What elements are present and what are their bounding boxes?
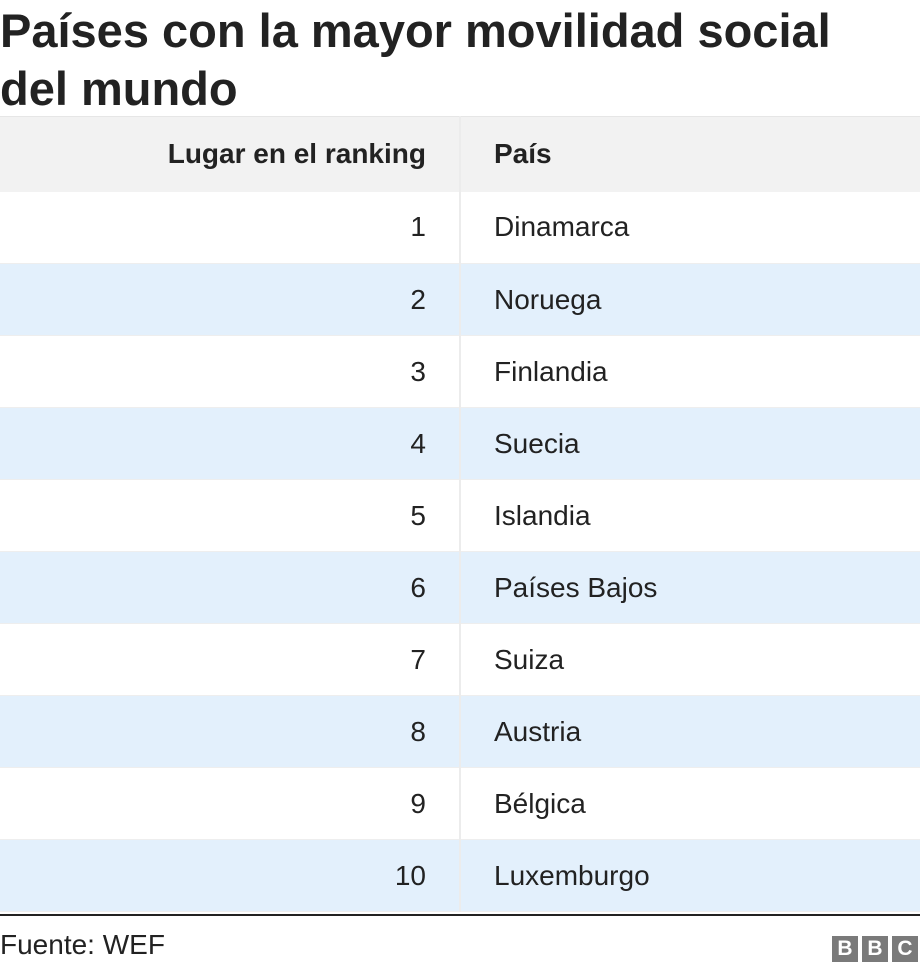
bbc-logo-letter: C	[892, 936, 918, 962]
rank-cell: 4	[0, 407, 461, 480]
rank-cell: 2	[0, 263, 461, 336]
rank-cell: 8	[0, 695, 461, 768]
table-row: 7 Suiza	[0, 623, 920, 696]
footer-divider	[0, 914, 920, 916]
table-body: 1 Dinamarca 2 Noruega 3 Finlandia 4 Suecia 5 Isla…	[0, 191, 920, 912]
ranking-table: Lugar en el ranking País 1 Dinamarca 2 Noru…	[0, 116, 920, 912]
rank-cell: 3	[0, 335, 461, 408]
table-header-row: Lugar en el ranking País	[0, 116, 920, 192]
country-cell: Noruega	[460, 263, 920, 336]
rank-cell: 10	[0, 839, 461, 912]
country-cell: Suiza	[460, 623, 920, 696]
table-row: 10 Luxemburgo	[0, 839, 920, 912]
column-header-country: País	[460, 116, 920, 192]
table-row: 1 Dinamarca	[0, 191, 920, 264]
rank-cell: 5	[0, 479, 461, 552]
country-cell: Finlandia	[460, 335, 920, 408]
bbc-logo: B B C	[832, 936, 918, 962]
table-row: 2 Noruega	[0, 263, 920, 336]
chart-title: Países con la mayor movilidad social del…	[0, 4, 831, 115]
country-cell: Bélgica	[460, 767, 920, 840]
table-row: 8 Austria	[0, 695, 920, 768]
country-cell: Suecia	[460, 407, 920, 480]
table-row: 4 Suecia	[0, 407, 920, 480]
country-cell: Dinamarca	[460, 191, 920, 264]
country-cell: Islandia	[460, 479, 920, 552]
column-header-rank: Lugar en el ranking	[0, 116, 461, 192]
rank-cell: 6	[0, 551, 461, 624]
country-cell: Países Bajos	[460, 551, 920, 624]
bbc-logo-letter: B	[832, 936, 858, 962]
rank-cell: 9	[0, 767, 461, 840]
table-row: 9 Bélgica	[0, 767, 920, 840]
country-cell: Luxemburgo	[460, 839, 920, 912]
table-row: 3 Finlandia	[0, 335, 920, 408]
rank-cell: 7	[0, 623, 461, 696]
table-row: 5 Islandia	[0, 479, 920, 552]
table-row: 6 Países Bajos	[0, 551, 920, 624]
country-cell: Austria	[460, 695, 920, 768]
rank-cell: 1	[0, 191, 461, 264]
source-note: Fuente: WEF	[0, 929, 165, 960]
bbc-logo-letter: B	[862, 936, 888, 962]
